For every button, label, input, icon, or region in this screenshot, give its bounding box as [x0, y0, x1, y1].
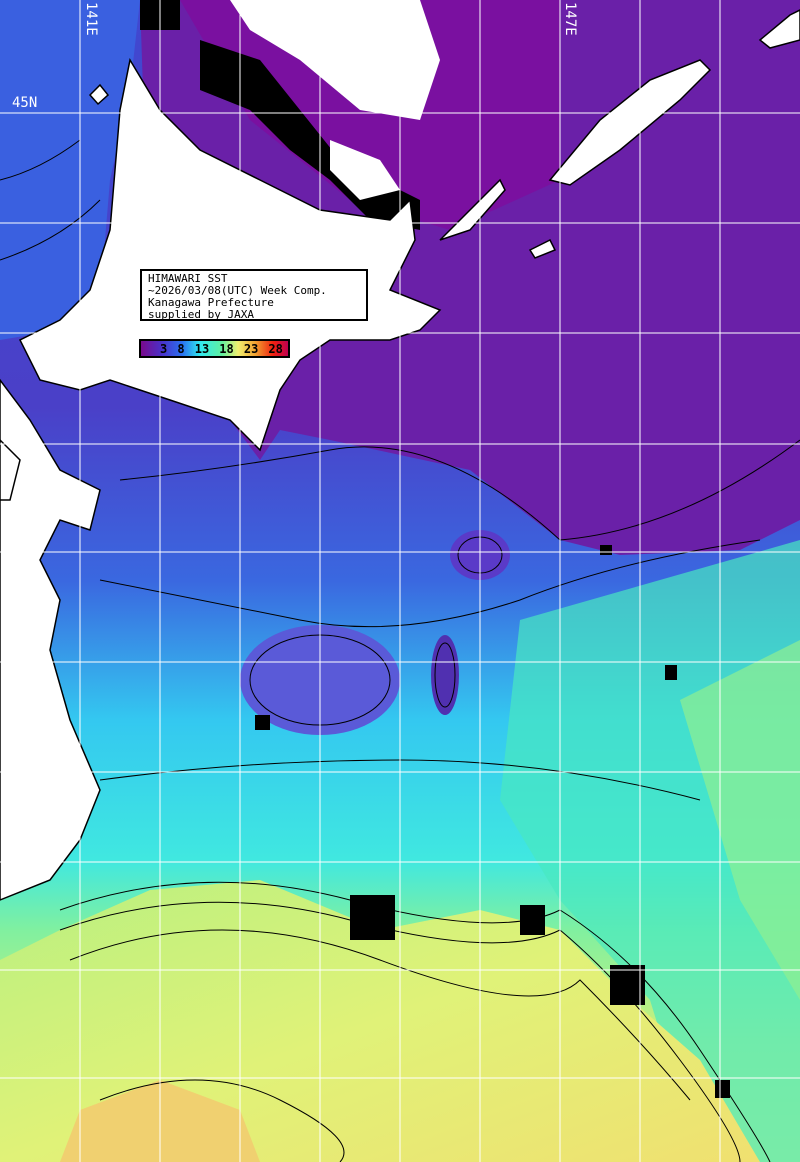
- hokkaido: [18, 57, 442, 452]
- cloud-white: [230, 0, 440, 200]
- cold-eddy: [431, 635, 459, 715]
- okhotsk-core: [180, 0, 560, 230]
- info-source: supplied by JAXA: [148, 308, 254, 321]
- honshu: [0, 378, 101, 901]
- info-box: HIMAWARI SST ~2026/03/08(UTC) Week Comp.…: [140, 269, 368, 321]
- rishiri-island: [88, 83, 110, 106]
- scale-tick: 23: [243, 341, 259, 356]
- color-scale-bar: 3 8 13 18 23 28: [139, 339, 290, 358]
- scale-tick: 13: [194, 341, 210, 356]
- info-date: ~2026/03/08(UTC) Week Comp.: [148, 284, 327, 297]
- scale-tick: 3: [160, 341, 168, 356]
- kuril-island: [548, 59, 712, 186]
- land: [0, 9, 800, 901]
- kuril-island: [758, 9, 800, 49]
- scale-tick: 8: [177, 341, 185, 356]
- info-title: HIMAWARI SST: [148, 272, 228, 285]
- kuril-island: [439, 178, 506, 241]
- lon-label-147e: 147E: [562, 2, 578, 36]
- japan-sea: [0, 0, 140, 340]
- scale-tick: 28: [268, 341, 283, 356]
- isotherm-contours: [0, 139, 800, 1162]
- lat-label-45n: 45N: [12, 95, 38, 111]
- pacific-warm-east: [680, 640, 800, 1000]
- lon-label-141e: 141E: [83, 2, 99, 36]
- peninsula: [0, 438, 21, 501]
- scale-tick: 18: [219, 341, 234, 356]
- kuril-island: [528, 238, 557, 259]
- info-region: Kanagawa Prefecture: [148, 296, 274, 309]
